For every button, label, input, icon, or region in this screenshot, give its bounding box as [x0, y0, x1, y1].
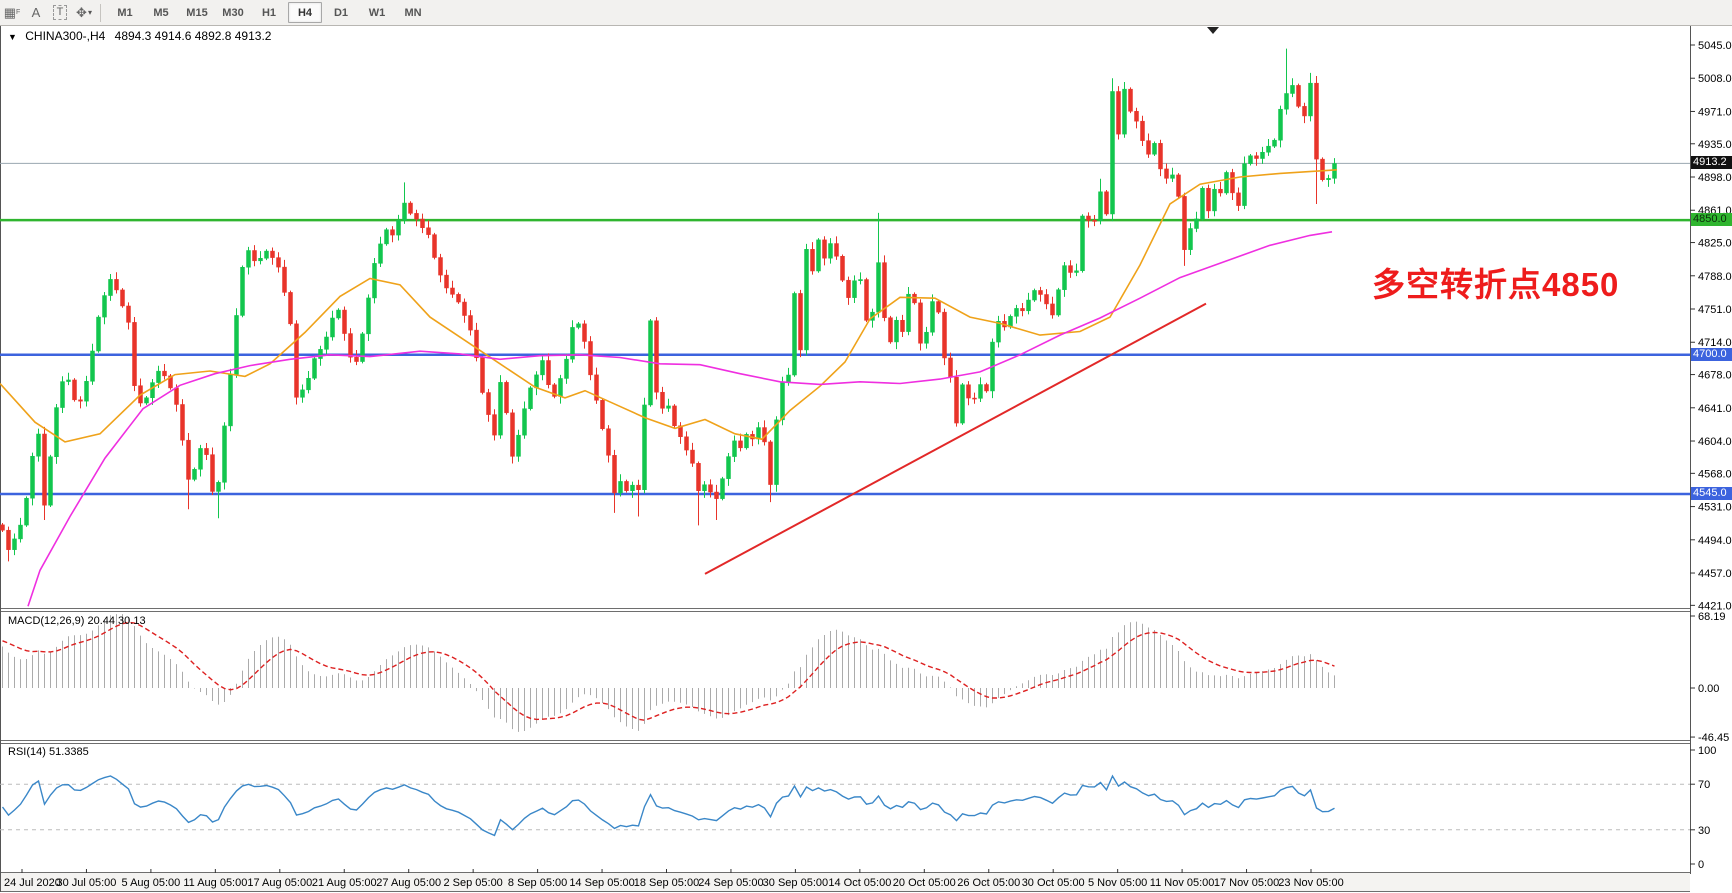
date-tick-label: 11 Nov 05:00: [1150, 877, 1215, 889]
price-tick-label: 4678.0: [1698, 370, 1732, 382]
price-tick-label: 4494.0: [1698, 535, 1732, 547]
rsi-tick-label: 0: [1698, 859, 1704, 871]
date-tick-label: 5 Nov 05:00: [1088, 877, 1147, 889]
price-tick-label: 5008.0: [1698, 73, 1732, 85]
price-tick-label: 4641.0: [1698, 403, 1732, 415]
rsi-indicator-label: RSI(14) 51.3385: [8, 746, 89, 758]
toolbar-separator: [100, 3, 101, 22]
price-tick-label: 4714.0: [1698, 337, 1732, 349]
chevron-down-icon: ▾: [87, 8, 92, 17]
date-tick-label: 30 Jul 05:00: [56, 877, 116, 889]
rsi-line: [1, 774, 1335, 837]
price-tick-label: 4457.0: [1698, 568, 1732, 580]
order-grid-icon[interactable]: ▦ F: [3, 4, 21, 20]
price-tick-label: 4531.0: [1698, 502, 1732, 514]
rsi-tick-label: 70: [1698, 779, 1710, 791]
price-tick-label: 4421.0: [1698, 600, 1732, 612]
date-tick-label: 27 Aug 05:00: [376, 877, 441, 889]
tf-button-m1[interactable]: M1: [117, 6, 133, 19]
tf-button-d1[interactable]: D1: [333, 6, 349, 19]
tf-button-mn[interactable]: MN: [404, 6, 422, 19]
price-tick-label: 4568.0: [1698, 468, 1732, 480]
date-tick-label: 14 Sep 05:00: [569, 877, 634, 889]
date-tick-label: 24 Jul 2020: [4, 877, 61, 889]
timeframe-bar: M1 M5 M15 M30 H1 H4 D1 W1 MN: [107, 2, 431, 23]
date-tick-label: 30 Sep 05:00: [763, 877, 828, 889]
date-tick-label: 23 Nov 05:00: [1278, 877, 1343, 889]
price-tag-4545.0: 4545.0: [1691, 487, 1732, 500]
shift-marker-icon[interactable]: [1207, 27, 1219, 34]
price-tick-label: 4971.0: [1698, 106, 1732, 118]
rsi-tick-label: 30: [1698, 825, 1710, 837]
tf-button-w1[interactable]: W1: [368, 6, 386, 19]
price-axis[interactable]: 5045.05008.04971.04935.04898.04861.04825…: [1690, 40, 1732, 871]
font-a-icon[interactable]: A: [31, 5, 41, 20]
date-tick-label: 17 Aug 05:00: [247, 877, 312, 889]
tf-button-m5[interactable]: M5: [153, 6, 169, 19]
macd-tick-label: -46.45: [1698, 732, 1729, 744]
date-tick-label: 21 Aug 05:00: [312, 877, 377, 889]
date-tick-label: 30 Oct 05:00: [1022, 877, 1085, 889]
date-tick-label: 11 Aug 05:00: [183, 877, 247, 889]
price-tag-4850.0: 4850.0: [1691, 213, 1732, 227]
tf-button-m30[interactable]: M30: [222, 6, 244, 19]
price-tag-4700.0: 4700.0: [1691, 347, 1732, 361]
date-tick-label: 14 Oct 05:00: [828, 877, 891, 889]
price-tick-label: 4604.0: [1698, 436, 1732, 448]
date-tick-label: 26 Oct 05:00: [957, 877, 1020, 889]
date-tick-label: 17 Nov 05:00: [1214, 877, 1279, 889]
symbol-ohlc-values: 4894.3 4914.6 4892.8 4913.2: [114, 29, 272, 43]
macd-signal-line: [2, 621, 1335, 721]
tf-button-h4[interactable]: H4: [288, 2, 322, 23]
price-tag-4913.2: 4913.2: [1691, 156, 1732, 170]
indicator-panes: [0, 614, 1690, 837]
trendline[interactable]: [704, 302, 1207, 575]
date-tick-label: 20 Oct 05:00: [893, 877, 956, 889]
macd-indicator-label: MACD(12,26,9) 20.44 30.13: [8, 615, 146, 627]
moving-averages: [0, 169, 1338, 607]
symbol-name: CHINA300-,H4: [25, 29, 106, 43]
price-tick-label: 4825.0: [1698, 238, 1732, 250]
date-tick-label: 18 Sep 05:00: [634, 877, 699, 889]
macd-tick-label: 68.19: [1698, 611, 1726, 623]
price-tick-label: 4751.0: [1698, 304, 1732, 316]
text-label-icon[interactable]: T: [49, 3, 71, 23]
price-tick-label: 5045.0: [1698, 40, 1732, 52]
price-tick-label: 4935.0: [1698, 139, 1732, 151]
date-tick-label: 5 Aug 05:00: [122, 877, 181, 889]
ma-fast-line: [0, 169, 1338, 443]
symbol-dropdown-icon[interactable]: ▼: [8, 32, 17, 42]
date-tick-label: 24 Sep 05:00: [698, 877, 763, 889]
price-tick-label: 4898.0: [1698, 172, 1732, 184]
tf-button-h1[interactable]: H1: [261, 6, 277, 19]
symbol-ohlc-label: ▼ CHINA300-,H4 4894.3 4914.6 4892.8 4913…: [8, 29, 271, 43]
date-tick-label: 8 Sep 05:00: [508, 877, 567, 889]
date-tick-label: 2 Sep 05:00: [443, 877, 502, 889]
annotation-text[interactable]: 多空转折点4850: [1372, 266, 1620, 303]
rsi-tick-label: 100: [1698, 745, 1716, 757]
ma-slow-line: [27, 231, 1333, 607]
tf-button-m15[interactable]: M15: [186, 6, 208, 19]
macd-tick-label: 0.00: [1698, 683, 1719, 695]
toolbar: ▦ F A T ✥ ▾ M1 M5 M15 M30 H1 H4 D1 W1 MN: [0, 0, 1732, 26]
price-tick-label: 4788.0: [1698, 271, 1732, 283]
drawing-tools-icon[interactable]: ✥ ▾: [76, 4, 92, 20]
horizontal-levels[interactable]: [0, 162, 1690, 575]
